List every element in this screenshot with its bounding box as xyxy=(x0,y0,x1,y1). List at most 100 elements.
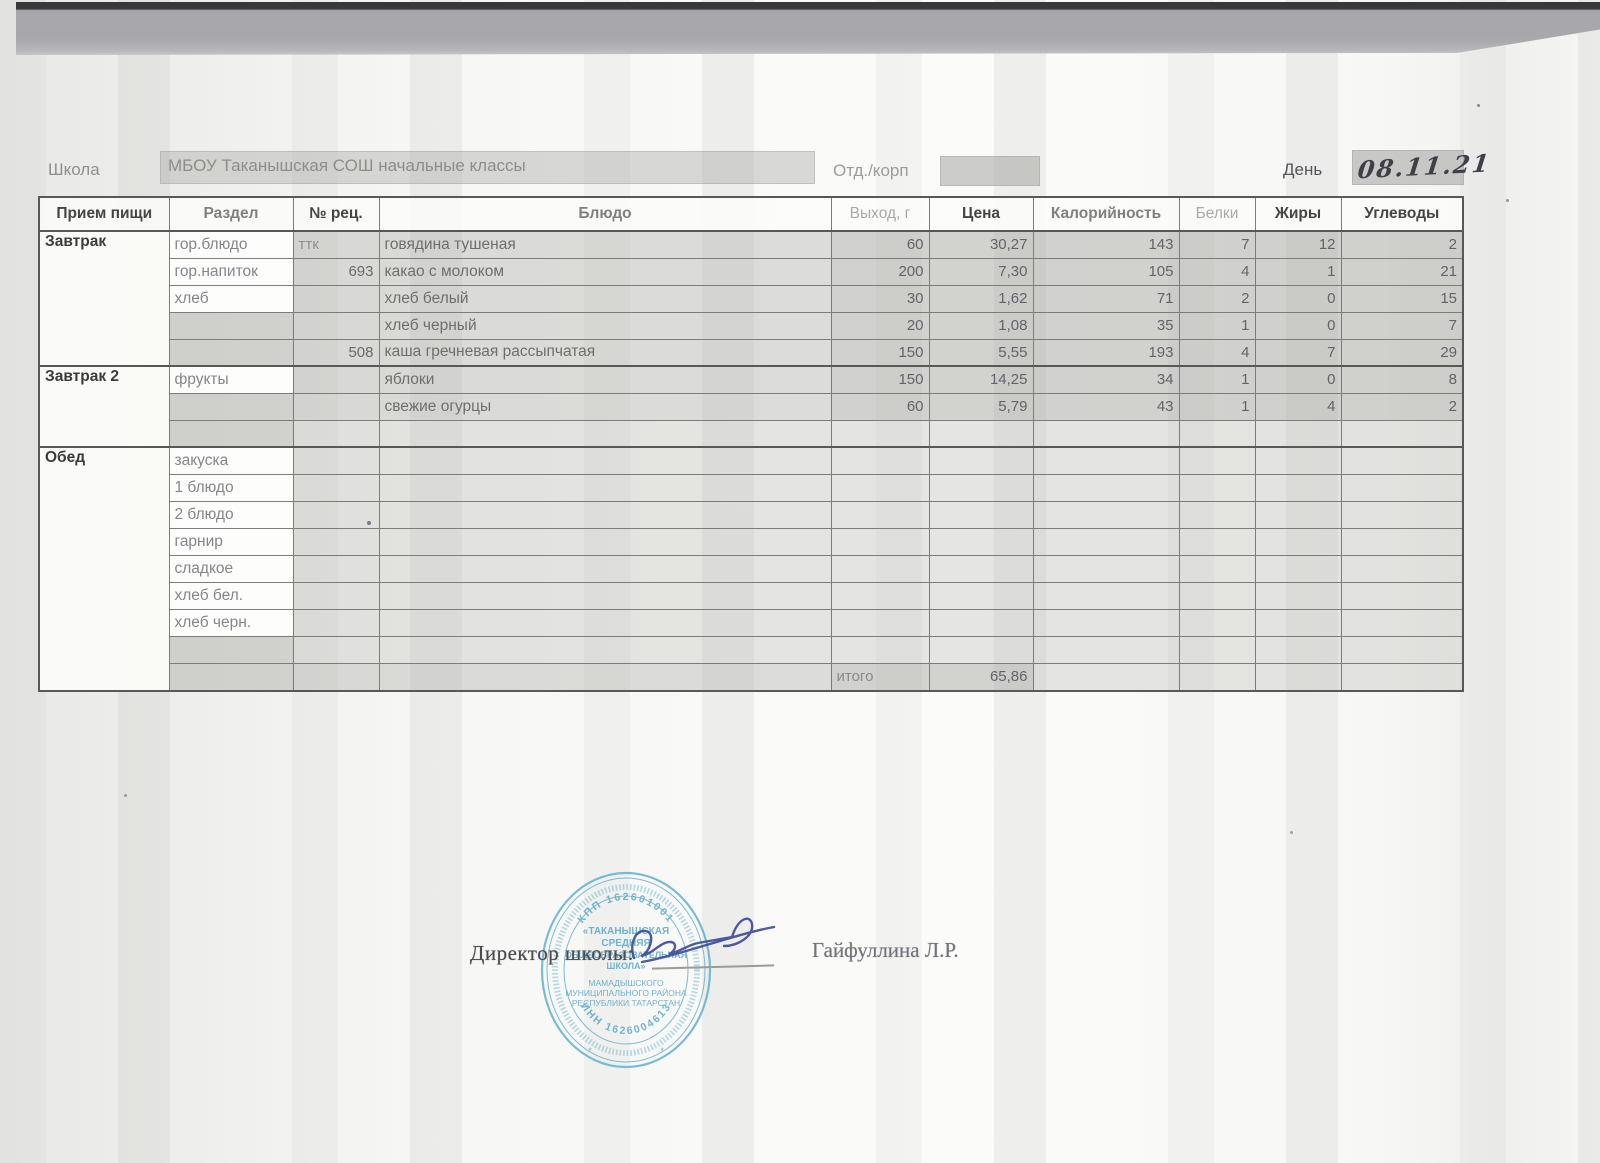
value-cell: 65,86 xyxy=(928,662,1034,692)
dish-cell xyxy=(378,419,832,448)
value-cell: 20 xyxy=(830,311,930,340)
value-cell: 60 xyxy=(830,230,930,259)
stamp-line: ОБЩЕОБРАЗОВАТЕЛЬНАЯ xyxy=(565,950,687,960)
recipe-number-cell xyxy=(292,473,380,502)
value-cell xyxy=(830,608,930,637)
value-cell xyxy=(1340,554,1464,583)
menu-table-head: Прием пищи Раздел № рец. Блюдо Выход, г Цена К… xyxy=(38,196,1464,232)
section-cell: 2 блюдо xyxy=(168,500,294,529)
value-cell xyxy=(830,527,930,556)
value-cell: 12 xyxy=(1254,230,1342,259)
value-cell xyxy=(830,500,930,529)
value-cell: 30 xyxy=(830,284,930,313)
value-cell: 4 xyxy=(1254,392,1342,421)
dish-cell xyxy=(378,527,832,556)
recipe-number-cell xyxy=(292,392,380,421)
column-header: Калорийность xyxy=(1032,196,1180,232)
value-cell: 2 xyxy=(1178,284,1256,313)
value-cell: 71 xyxy=(1032,284,1180,313)
section-cell xyxy=(168,392,294,421)
director-label: Директор школы: xyxy=(470,941,634,965)
recipe-number-cell: ттк xyxy=(292,230,380,259)
header-row: Прием пищи Раздел № рец. Блюдо Выход, г Цена К… xyxy=(38,196,1464,232)
value-cell: 7 xyxy=(1178,230,1256,259)
dept-value xyxy=(940,156,1040,166)
dish-cell xyxy=(378,662,832,692)
table-row: хлеб черный 20 1,08 35 1 0 7 xyxy=(39,311,1464,340)
stamp-line: ШКОЛА» xyxy=(606,961,645,971)
value-cell xyxy=(830,581,930,610)
section-cell: сладкое xyxy=(168,554,294,583)
table-row: 1 блюдо xyxy=(39,473,1464,502)
value-cell: 0 xyxy=(1254,284,1342,313)
recipe-number-cell xyxy=(292,581,380,610)
recipe-number-cell xyxy=(292,554,380,583)
value-cell xyxy=(1178,419,1256,448)
value-cell: 1,08 xyxy=(928,311,1034,340)
dish-cell xyxy=(378,608,832,637)
value-cell xyxy=(1032,662,1180,692)
value-cell xyxy=(1254,581,1342,610)
recipe-number-cell xyxy=(292,500,380,529)
value-cell xyxy=(1032,527,1180,556)
value-cell: 143 xyxy=(1032,230,1180,259)
menu-table-body: Завтрак гор.блюдо ттк говядина тушеная 60 30,… xyxy=(38,230,1464,692)
section-cell xyxy=(168,311,294,340)
section-cell: 1 блюдо xyxy=(168,473,294,502)
value-cell: 34 xyxy=(1032,365,1180,394)
section-cell: фрукты xyxy=(168,365,294,394)
value-cell xyxy=(928,419,1034,448)
value-cell xyxy=(1178,446,1256,475)
table-row: свежие огурцы 60 5,79 43 1 4 2 xyxy=(39,392,1464,421)
value-cell: 150 xyxy=(830,365,930,394)
recipe-number-cell xyxy=(292,365,380,394)
value-cell xyxy=(1178,635,1256,664)
value-cell xyxy=(1254,446,1342,475)
table-row: хлеб черн. xyxy=(39,608,1464,637)
value-cell xyxy=(928,635,1034,664)
value-cell: 30,27 xyxy=(928,230,1034,259)
value-cell: 105 xyxy=(1032,257,1180,286)
recipe-number-cell xyxy=(292,635,380,664)
value-cell: 15 xyxy=(1340,284,1464,313)
value-cell xyxy=(1340,635,1464,664)
menu-table: Прием пищи Раздел № рец. Блюдо Выход, г Цена К… xyxy=(38,196,1464,692)
value-cell: 4 xyxy=(1178,257,1256,286)
value-cell: 5,55 xyxy=(928,338,1034,367)
value-cell xyxy=(1340,581,1464,610)
meal-cell: Завтрак 2 xyxy=(38,365,170,448)
value-cell xyxy=(928,446,1034,475)
value-cell xyxy=(928,554,1034,583)
dish-cell xyxy=(378,581,832,610)
scan-speck xyxy=(1506,199,1509,202)
section-cell xyxy=(168,662,294,692)
value-cell xyxy=(1032,608,1180,637)
section-cell: гор.напиток xyxy=(168,257,294,286)
value-cell xyxy=(1254,419,1342,448)
value-cell xyxy=(928,527,1034,556)
value-cell: 150 xyxy=(830,338,930,367)
value-cell xyxy=(1340,419,1464,448)
value-cell: 7 xyxy=(1340,311,1464,340)
section-cell xyxy=(168,338,294,367)
section-cell: хлеб xyxy=(168,284,294,313)
value-cell xyxy=(1340,500,1464,529)
value-cell: 5,79 xyxy=(928,392,1034,421)
day-label: День xyxy=(1283,160,1323,179)
section-cell xyxy=(168,635,294,664)
stamp-line: МУНИЦИПАЛЬНОГО РАЙОНА xyxy=(565,987,687,998)
table-row: гор.напиток 693 какао с молоком 200 7,30 105 4… xyxy=(39,257,1464,286)
value-cell xyxy=(928,500,1034,529)
section-cell xyxy=(168,419,294,448)
table-row: Обед закуска xyxy=(38,446,1464,692)
value-cell xyxy=(830,419,930,448)
value-cell: 1,62 xyxy=(928,284,1034,313)
stamp-star: * xyxy=(588,1046,592,1056)
section-cell: гарнир xyxy=(168,527,294,556)
value-cell xyxy=(1340,473,1464,502)
recipe-number-cell xyxy=(292,662,380,692)
value-cell xyxy=(830,554,930,583)
stamp-star: * xyxy=(660,1046,664,1056)
column-header: Цена xyxy=(928,196,1034,232)
value-cell: 21 xyxy=(1340,257,1464,286)
